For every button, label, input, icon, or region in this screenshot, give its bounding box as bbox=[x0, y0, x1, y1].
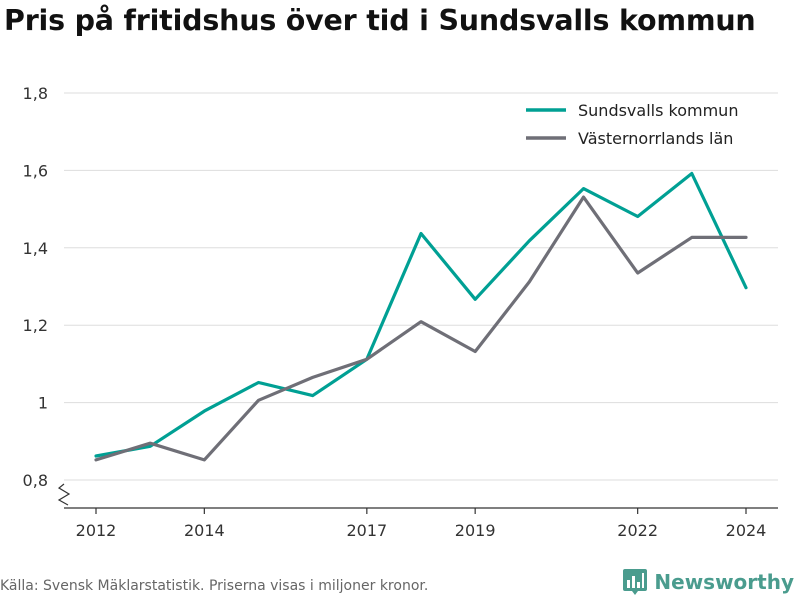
x-tick-label: 2024 bbox=[726, 521, 767, 540]
y-tick-label: 1,6 bbox=[23, 161, 48, 180]
x-tick-label: 2022 bbox=[617, 521, 658, 540]
y-tick-label: 1 bbox=[38, 394, 48, 413]
brand-logo: Newsworthy bbox=[622, 568, 794, 596]
legend-label: Västernorrlands län bbox=[578, 129, 733, 148]
series-line-vasternorrlands-lan bbox=[94, 195, 748, 462]
axis-break-zigzag-icon bbox=[57, 483, 71, 506]
x-tick-label: 2012 bbox=[76, 521, 117, 540]
series-line-sundsvalls-kommun bbox=[94, 171, 748, 458]
x-tick-label: 2017 bbox=[346, 521, 387, 540]
y-tick-label: 1,2 bbox=[23, 316, 48, 335]
source-note: Källa: Svensk Mäklarstatistik. Priserna … bbox=[0, 578, 429, 594]
brand-label: Newsworthy bbox=[654, 570, 794, 594]
y-tick-label: 1,8 bbox=[23, 84, 48, 103]
legend-label: Sundsvalls kommun bbox=[578, 101, 738, 120]
x-tick-label: 2014 bbox=[184, 521, 225, 540]
y-tick-label: 0,8 bbox=[23, 471, 48, 490]
y-tick-label: 1,4 bbox=[23, 239, 48, 258]
chart-title: Pris på fritidshus över tid i Sundsvalls… bbox=[4, 4, 756, 37]
x-tick-label: 2019 bbox=[455, 521, 496, 540]
bar-chart-logo-icon bbox=[623, 569, 648, 595]
